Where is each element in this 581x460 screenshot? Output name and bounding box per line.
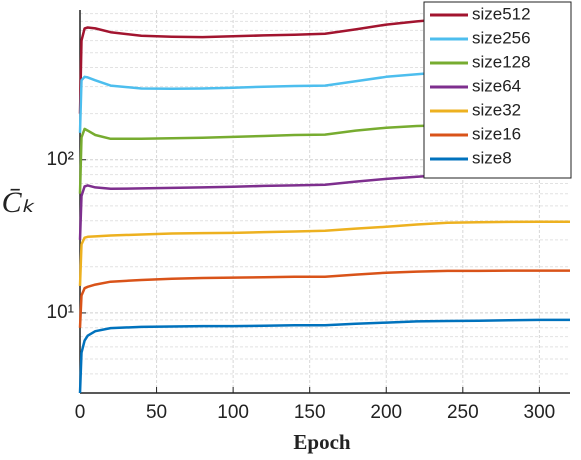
legend-label: size16 bbox=[472, 124, 521, 143]
legend-label: size128 bbox=[472, 52, 531, 71]
x-tick-label: 150 bbox=[294, 402, 326, 423]
x-tick-label: 0 bbox=[75, 402, 86, 423]
x-tick-label: 300 bbox=[524, 402, 556, 423]
x-tick-label: 50 bbox=[146, 402, 167, 423]
legend-label: size512 bbox=[472, 4, 531, 23]
y-tick-label: 10¹ bbox=[47, 302, 74, 323]
x-tick-label: 200 bbox=[370, 402, 402, 423]
series-line bbox=[78, 318, 570, 394]
legend-label: size32 bbox=[472, 100, 521, 119]
legend-label: size256 bbox=[472, 28, 531, 47]
x-axis-label: Epoch bbox=[293, 430, 351, 454]
y-axis-label: C̄ₖ bbox=[2, 186, 35, 219]
series-line bbox=[78, 220, 570, 286]
series-line bbox=[78, 269, 570, 328]
x-tick-label: 250 bbox=[447, 402, 479, 423]
legend-label: size64 bbox=[472, 76, 521, 95]
legend-box bbox=[423, 1, 572, 179]
legend-label: size8 bbox=[472, 148, 512, 167]
x-tick-label: 100 bbox=[217, 402, 249, 423]
y-tick-label: 10² bbox=[47, 149, 74, 170]
